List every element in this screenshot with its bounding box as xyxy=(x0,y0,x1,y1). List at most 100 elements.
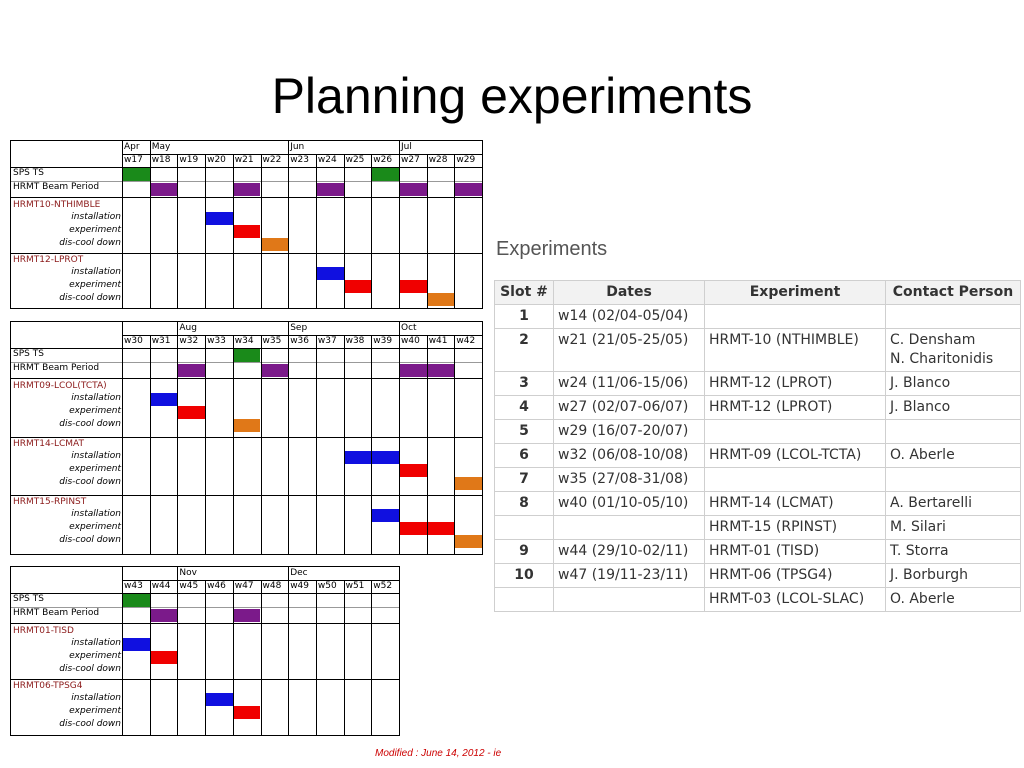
experiment-cell: HRMT-06 (TPSG4) xyxy=(704,563,886,588)
month-divider xyxy=(177,322,179,335)
week-label: w32 xyxy=(179,336,199,346)
week-divider xyxy=(232,154,234,308)
week-label: w37 xyxy=(317,336,337,346)
beam-period-bar xyxy=(177,364,206,377)
schedule-table-oct-dec: Nov Dec w43 w44 w45 w46 w47 w48 w49 w50 w51 w52 SPS … xyxy=(10,566,400,736)
phase-label-experiment: experiment xyxy=(69,651,121,661)
phase-bar-experiment xyxy=(399,464,427,477)
week-divider xyxy=(454,154,456,308)
phase-bar-cool xyxy=(260,238,289,251)
week-label: w43 xyxy=(124,581,143,591)
beam-period-bar xyxy=(232,183,261,196)
table-row: HRMT-15 (RPINST) M. Silari xyxy=(494,515,1021,540)
week-label: w44 xyxy=(151,581,171,591)
week-divider xyxy=(454,335,456,554)
dates-cell: w21 (21/05-25/05) xyxy=(553,328,705,372)
experiment-cell: HRMT-12 (LPROT) xyxy=(704,395,886,420)
col-header-contact: Contact Person xyxy=(885,280,1021,305)
week-label: w40 xyxy=(401,336,420,346)
slot-cell xyxy=(494,515,554,540)
week-divider xyxy=(232,580,234,735)
phase-label-installation: installation xyxy=(71,638,121,648)
phase-bar-installation xyxy=(343,451,372,464)
dates-cell: w35 (27/08-31/08) xyxy=(553,467,705,492)
experiment-cell: HRMT-12 (LPROT) xyxy=(704,371,886,396)
week-divider xyxy=(205,154,207,308)
phase-label-experiment: experiment xyxy=(69,279,121,290)
week-divider xyxy=(288,580,290,735)
phase-bar-cool xyxy=(454,477,483,490)
page-title: Planning experiments xyxy=(271,68,753,124)
contact-cell: J. Blanco xyxy=(885,371,1021,396)
week-divider xyxy=(371,335,373,554)
section-line xyxy=(11,623,399,624)
header-month-line xyxy=(122,335,483,336)
beam-period-bar xyxy=(399,183,427,196)
week-divider xyxy=(315,580,317,735)
week-label: w36 xyxy=(290,336,310,346)
week-divider xyxy=(260,580,262,735)
experiment-separator xyxy=(11,679,399,680)
phase-bar-installation xyxy=(149,393,178,406)
modified-note: Modified : June 14, 2012 - ie xyxy=(375,748,502,759)
dates-cell xyxy=(553,515,705,540)
sps-row-line xyxy=(11,607,399,608)
table-row: 8 w40 (01/10-05/10) HRMT-14 (LCMAT) A. Bert… xyxy=(494,491,1021,516)
week-label: w29 xyxy=(456,155,476,165)
week-label: w48 xyxy=(262,581,282,591)
phase-label-cool: dis-cool down xyxy=(59,535,121,545)
experiment-separator xyxy=(11,495,483,496)
phase-bar-cool xyxy=(454,535,483,548)
header-month-line xyxy=(122,154,483,155)
week-divider xyxy=(343,580,345,735)
phase-label-installation: installation xyxy=(71,212,121,222)
week-divider xyxy=(343,154,345,308)
slot-cell: 10 xyxy=(494,563,554,588)
schedule-table-jul-oct: Aug Sep Oct w30 w31 w32 w33 w34 w35 w36 w37 w38 w39 w… xyxy=(10,321,484,555)
phase-bar-experiment xyxy=(343,279,372,293)
table-row: 6 w32 (06/08-10/08) HRMT-09 (LCOL-TCTA) O. … xyxy=(494,443,1021,468)
contact-cell: O. Aberle xyxy=(885,587,1021,612)
table-row: 4 w27 (02/07-06/07) HRMT-12 (LPROT) J. Blan… xyxy=(494,395,1021,420)
week-label: w49 xyxy=(290,581,310,591)
experiment-cell: HRMT-10 (NTHIMBLE) xyxy=(704,328,886,372)
beam-period-label: HRMT Beam Period xyxy=(13,182,100,192)
sps-ts-bar xyxy=(122,168,150,181)
phase-label-installation: installation xyxy=(71,693,121,703)
phase-label-installation: installation xyxy=(71,509,121,519)
phase-label-experiment: experiment xyxy=(69,225,121,235)
week-divider xyxy=(260,154,262,308)
experiment-cell xyxy=(704,419,886,444)
week-label: w23 xyxy=(290,155,310,165)
contact-cell: J. Blanco xyxy=(885,395,1021,420)
week-label: w41 xyxy=(428,336,448,346)
sps-row-line xyxy=(11,181,483,182)
phase-bar-experiment xyxy=(149,651,178,664)
week-divider xyxy=(399,154,400,308)
phase-label-installation: installation xyxy=(71,266,121,277)
phase-label-experiment: experiment xyxy=(69,522,121,532)
week-divider xyxy=(315,154,317,308)
experiment-name: HRMT15-RPINST xyxy=(13,497,87,507)
week-divider xyxy=(371,154,373,308)
experiment-cell: HRMT-09 (LCOL-TCTA) xyxy=(704,443,886,468)
slot-cell: 4 xyxy=(494,395,554,420)
beam-period-bar xyxy=(149,609,178,622)
week-divider xyxy=(177,154,179,308)
section-line xyxy=(11,378,483,379)
phase-label-cool: dis-cool down xyxy=(59,238,121,248)
col-header-dates: Dates xyxy=(553,280,705,305)
slot-cell: 2 xyxy=(494,328,554,372)
month-label: Oct xyxy=(401,323,417,333)
beam-period-bar xyxy=(399,364,427,377)
week-divider xyxy=(399,335,400,554)
experiments-table: Slot # Dates Experiment Contact Person 1… xyxy=(494,280,1021,612)
contact-cell xyxy=(885,304,1021,329)
week-divider xyxy=(426,154,428,308)
dates-cell xyxy=(553,587,705,612)
slot-cell: 8 xyxy=(494,491,554,516)
phase-label-installation: installation xyxy=(71,393,121,403)
week-divider xyxy=(426,335,428,554)
week-label: w22 xyxy=(262,155,282,165)
slot-cell: 7 xyxy=(494,467,554,492)
